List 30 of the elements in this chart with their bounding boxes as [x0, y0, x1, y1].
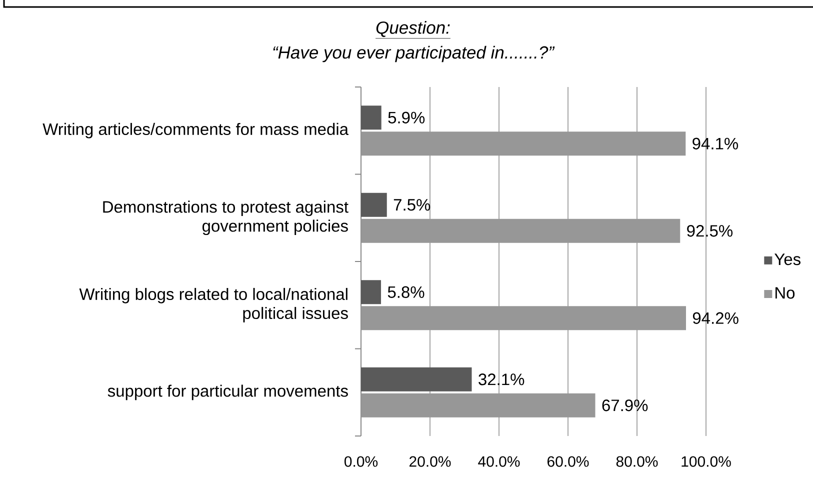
x-tick-label: 60.0%: [548, 456, 589, 467]
chart-title: Question:: [376, 21, 450, 37]
legend-label: No: [776, 287, 795, 299]
data-label: 32.1%: [478, 374, 524, 386]
x-tick-label: 100.0%: [682, 456, 731, 467]
bar: [361, 132, 686, 156]
data-label: 94.1%: [692, 138, 738, 150]
y-tick-label: Demonstrations to protest against government policies: [103, 200, 348, 236]
bar: [361, 192, 387, 217]
legend-label: Yes: [774, 254, 800, 266]
bar: [361, 367, 472, 392]
data-label: 7.5%: [394, 199, 430, 211]
y-tick-label: support for particular movements: [108, 384, 348, 400]
data-label: 94.2%: [692, 312, 738, 324]
bar: [361, 280, 382, 304]
data-label: 67.9%: [602, 400, 648, 412]
data-label: 5.8%: [388, 286, 424, 298]
data-label: 5.9%: [388, 112, 425, 124]
bar: [361, 106, 382, 130]
x-tick-label: 0.0%: [344, 456, 378, 467]
bar: [361, 393, 596, 418]
x-tick-label: 80.0%: [616, 456, 658, 467]
x-tick-label: 20.0%: [409, 456, 451, 467]
chart-subtitle: “Have you ever participated in.......?”: [273, 46, 555, 62]
y-tick-label: Writing blogs related to local/national political issues: [79, 288, 348, 322]
y-tick-label: Writing articles/comments for mass media: [42, 122, 349, 138]
x-tick-label: 40.0%: [478, 456, 520, 467]
bar: [361, 306, 686, 330]
data-label: 92.5%: [687, 225, 733, 237]
bar: [361, 218, 680, 243]
